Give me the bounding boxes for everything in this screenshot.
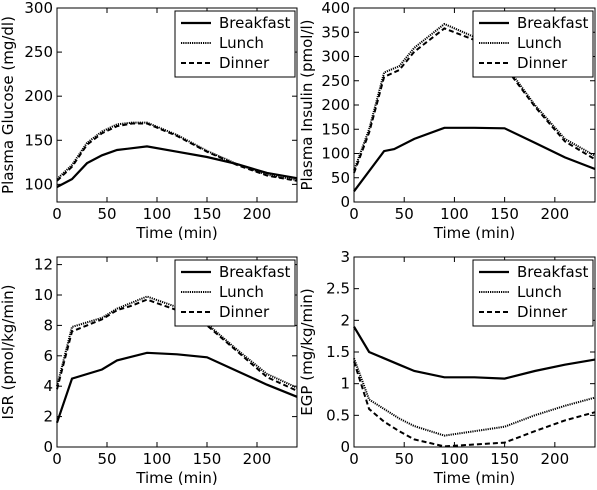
legend: Breakfast Lunch Dinner xyxy=(472,259,594,327)
legend-label-breakfast: Breakfast xyxy=(517,263,589,281)
x-tick-label: 100 xyxy=(440,205,469,223)
y-tick-label: 2 xyxy=(340,311,350,329)
chart-panel-1: 0 50 100 150 200 100 150 200 250 300 Time (min) Pla… xyxy=(0,0,298,242)
series-line-lunch xyxy=(353,357,596,437)
y-tick-label: 2 xyxy=(43,408,53,426)
series-line-dinner xyxy=(56,122,298,182)
plot-frame xyxy=(56,256,298,448)
y-tick-label: 300 xyxy=(321,48,350,66)
legend-label-lunch: Lunch xyxy=(219,283,264,301)
x-tick-label: 100 xyxy=(143,205,172,223)
series-line-lunch xyxy=(56,121,298,181)
y-tick-label: 400 xyxy=(321,0,350,17)
y-tick-label: 150 xyxy=(321,120,350,138)
y-tick-label: 200 xyxy=(24,87,53,105)
y-tick-label: 10 xyxy=(34,286,53,304)
x-tick-label: 200 xyxy=(541,450,570,468)
x-axis-label: Time (min) xyxy=(135,469,217,487)
y-tick-label: 6 xyxy=(43,347,53,365)
y-tick-label: 100 xyxy=(321,145,350,163)
chart-panel-2: 0 50 100 150 200 0 50 100 150 200 250 300 350 400 Time… xyxy=(298,0,596,242)
x-tick-label: 150 xyxy=(193,205,222,223)
legend-label-lunch: Lunch xyxy=(219,34,264,52)
series-line-breakfast xyxy=(353,126,596,192)
y-axis-label: ISR (pmol/kg/min) xyxy=(0,285,17,420)
chart-panel-4: 0 50 100 150 200 0 0.5 1 1.5 2 2.5 3 Time (min) EGP (… xyxy=(298,248,596,487)
series-line-breakfast xyxy=(353,326,596,380)
x-tick-label: 50 xyxy=(97,450,116,468)
y-tick-label: 12 xyxy=(34,256,53,274)
x-tick-label: 0 xyxy=(349,450,359,468)
legend: Breakfast Lunch Dinner xyxy=(174,259,296,327)
series-line-dinner xyxy=(56,298,298,392)
x-axis-label: Time (min) xyxy=(433,224,515,242)
x-axis-label: Time (min) xyxy=(135,224,217,242)
series-line-lunch xyxy=(353,22,596,171)
y-tick-label: 350 xyxy=(321,23,350,41)
x-tick-label: 100 xyxy=(143,450,172,468)
x-tick-label: 50 xyxy=(395,450,414,468)
x-tick-label: 100 xyxy=(440,450,469,468)
legend-label-lunch: Lunch xyxy=(517,34,562,52)
y-tick-label: 150 xyxy=(24,131,53,149)
y-tick-label: 200 xyxy=(321,96,350,114)
legend-label-breakfast: Breakfast xyxy=(219,14,291,32)
x-tick-label: 200 xyxy=(243,450,272,468)
legend-label-breakfast: Breakfast xyxy=(517,14,589,32)
y-tick-label: 0.5 xyxy=(326,406,350,424)
legend-label-dinner: Dinner xyxy=(219,54,270,72)
legend: Breakfast Lunch Dinner xyxy=(174,10,296,78)
legend: Breakfast Lunch Dinner xyxy=(472,10,594,78)
x-tick-label: 0 xyxy=(52,205,62,223)
legend-label-dinner: Dinner xyxy=(219,303,270,321)
y-tick-label: 3 xyxy=(340,248,350,266)
x-tick-label: 0 xyxy=(52,450,62,468)
y-tick-label: 8 xyxy=(43,316,53,334)
legend-label-dinner: Dinner xyxy=(517,303,568,321)
y-tick-label: 300 xyxy=(24,0,53,17)
x-tick-label: 200 xyxy=(243,205,272,223)
x-tick-label: 50 xyxy=(97,205,116,223)
y-tick-label: 100 xyxy=(24,175,53,193)
plot-frame xyxy=(56,7,298,203)
x-tick-label: 150 xyxy=(490,205,519,223)
legend-label-breakfast: Breakfast xyxy=(219,263,291,281)
legend-label-dinner: Dinner xyxy=(517,54,568,72)
x-tick-label: 200 xyxy=(541,205,570,223)
series-line-breakfast xyxy=(56,145,298,188)
x-tick-label: 150 xyxy=(193,450,222,468)
y-tick-label: 0 xyxy=(340,438,350,456)
y-tick-label: 0 xyxy=(43,438,53,456)
x-tick-label: 0 xyxy=(349,205,359,223)
y-tick-label: 4 xyxy=(43,377,53,395)
y-tick-label: 1 xyxy=(340,375,350,393)
series-line-dinner xyxy=(353,27,596,174)
y-tick-label: 0 xyxy=(340,193,350,211)
legend-label-lunch: Lunch xyxy=(517,283,562,301)
x-tick-label: 50 xyxy=(395,205,414,223)
x-axis-label: Time (min) xyxy=(433,469,515,487)
y-tick-label: 250 xyxy=(321,72,350,90)
y-tick-label: 250 xyxy=(24,43,53,61)
y-axis-label: EGP (mg/kg/min) xyxy=(298,288,316,415)
y-tick-label: 1.5 xyxy=(326,343,350,361)
series-line-dinner xyxy=(353,361,596,448)
series-line-breakfast xyxy=(55,351,298,424)
y-tick-label: 2.5 xyxy=(326,280,350,298)
x-tick-label: 150 xyxy=(490,450,519,468)
series-line-lunch xyxy=(56,295,298,389)
y-axis-label: Plasma Insulin (pmol/l) xyxy=(298,19,316,190)
y-axis-label: Plasma Glucose (mg/dl) xyxy=(0,16,17,194)
y-tick-label: 50 xyxy=(331,169,350,187)
chart-panel-3: 0 50 100 150 200 0 2 4 6 8 10 12 Time (min) ISR (pmol… xyxy=(0,256,298,487)
